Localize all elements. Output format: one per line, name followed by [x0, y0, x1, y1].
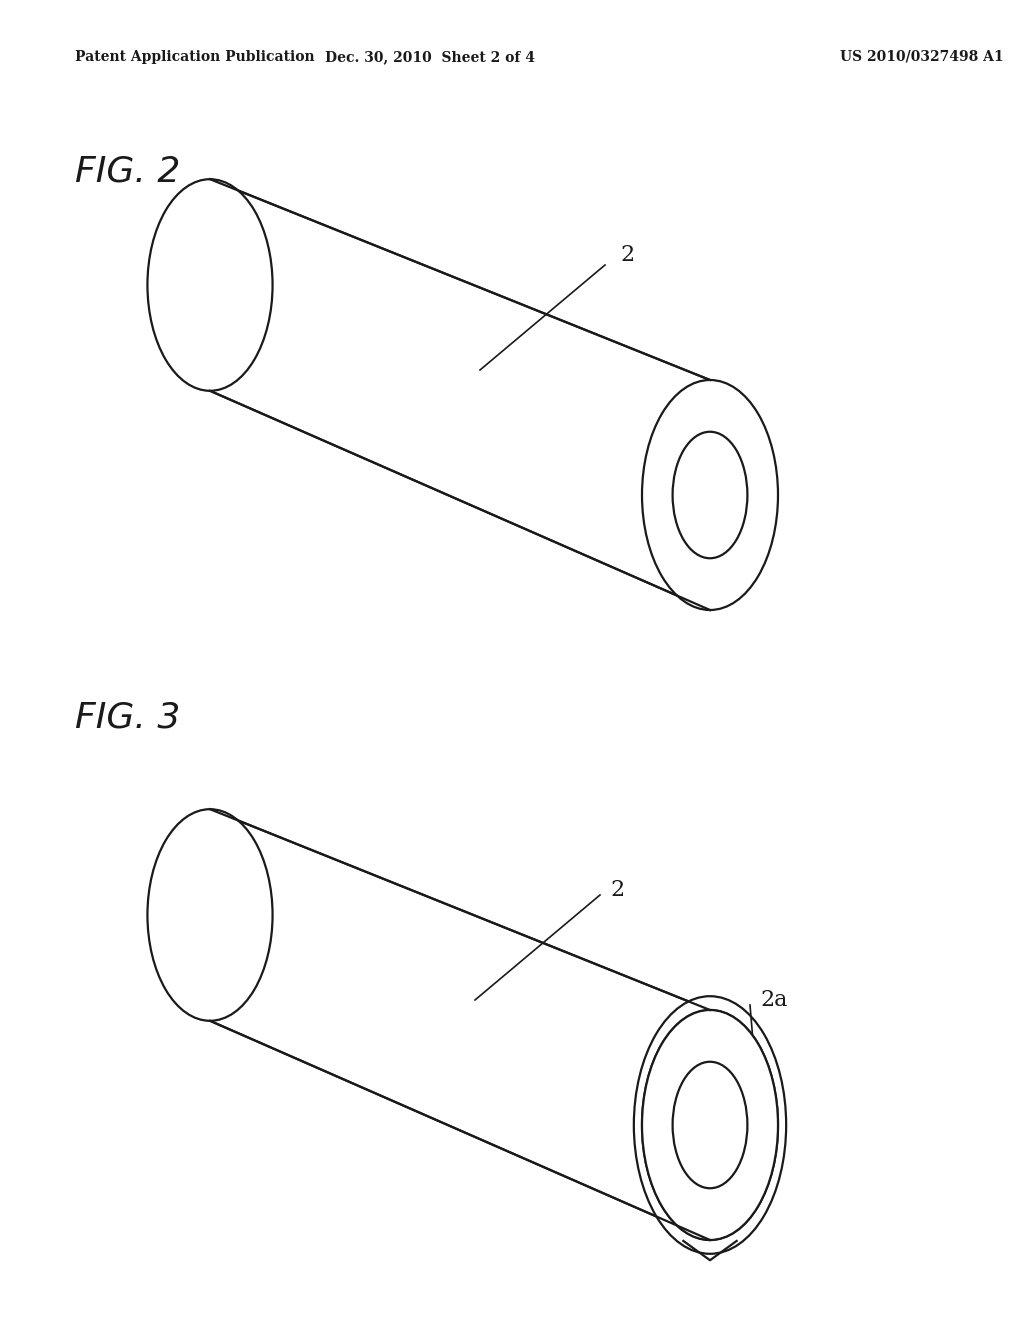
Ellipse shape — [642, 1010, 778, 1239]
Text: FIG. 3: FIG. 3 — [75, 700, 180, 734]
Ellipse shape — [147, 809, 272, 1020]
Text: 2a: 2a — [760, 989, 787, 1011]
Text: Dec. 30, 2010  Sheet 2 of 4: Dec. 30, 2010 Sheet 2 of 4 — [325, 50, 535, 63]
Text: 2: 2 — [610, 879, 624, 902]
Ellipse shape — [673, 432, 748, 558]
Ellipse shape — [642, 380, 778, 610]
Text: FIG. 2: FIG. 2 — [75, 154, 180, 189]
Text: 2: 2 — [620, 244, 634, 267]
Ellipse shape — [634, 997, 786, 1254]
Ellipse shape — [147, 180, 272, 391]
Ellipse shape — [673, 1061, 748, 1188]
Text: Patent Application Publication: Patent Application Publication — [75, 50, 314, 63]
Text: US 2010/0327498 A1: US 2010/0327498 A1 — [840, 50, 1004, 63]
Ellipse shape — [642, 1010, 778, 1239]
